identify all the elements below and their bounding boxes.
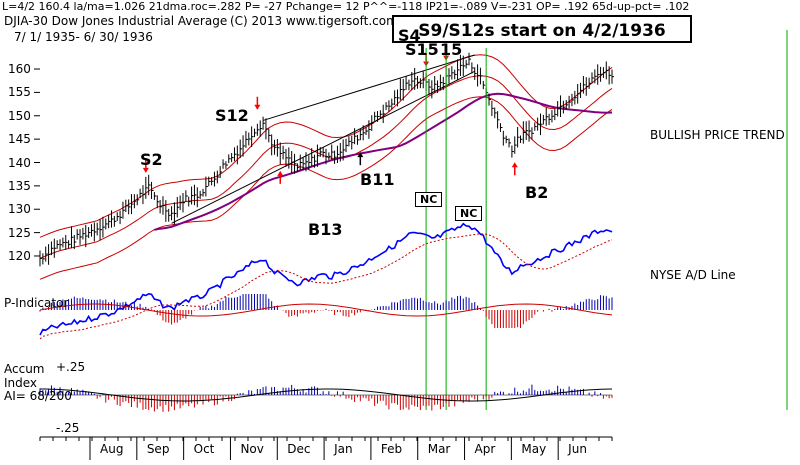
nyse-ad-line: [39, 222, 613, 336]
long-ma-line: [154, 92, 613, 231]
signal-label-s4: S4: [398, 26, 421, 45]
stats-line: L=4/2 160.4 la/ma=1.026 21dma.roc=.282 P…: [2, 0, 690, 13]
sell-arrowhead-S2: [142, 167, 149, 173]
month-label: Nov: [240, 442, 264, 456]
signal-label-s12: S12: [215, 106, 249, 125]
y-tick-label: 125: [8, 225, 31, 240]
month-label: Jan: [334, 442, 353, 456]
y-tick-label: 155: [8, 85, 31, 100]
month-label: May: [521, 442, 547, 456]
accum-label: Accum: [4, 362, 45, 376]
buy-arrowhead-B11: [357, 152, 364, 158]
month-label: Aug: [100, 442, 124, 456]
ticker-title: DJIA-30 Dow Jones Industrial Average: [4, 14, 228, 28]
y-tick-label: 120: [8, 248, 31, 263]
nyse-ad-label: NYSE A/D Line: [650, 268, 736, 282]
ai-label: AI= 68/200: [4, 389, 72, 403]
y-tick-label: 130: [8, 202, 31, 217]
month-label: Dec: [287, 442, 311, 456]
signal-label-b13: B13: [308, 220, 343, 239]
month-label: Sep: [146, 442, 170, 456]
buy-arrowhead-B2: [511, 162, 518, 168]
signal-label-s15b: 15: [440, 40, 463, 59]
month-label: Apr: [474, 442, 496, 456]
trend-channel-upper: [262, 54, 475, 121]
p-indicator-label: P-Indicator: [4, 296, 69, 310]
copyright-text: (C) 2013 www.tigersoft.com: [230, 14, 398, 28]
signal-label-s15a: S15: [405, 40, 439, 59]
upper-band-line: [39, 54, 613, 238]
signal-callout-box: S9/S12s start on 4/2/1936: [392, 15, 692, 43]
nc-label-1: NC: [415, 192, 443, 207]
sell-arrowhead-S12: [254, 104, 261, 110]
trend-channel-lower: [171, 70, 475, 224]
bullish-trend-label: BULLISH PRICE TREND: [650, 128, 785, 142]
month-label: Mar: [427, 442, 451, 456]
accum-plus-label: +.25: [56, 360, 86, 374]
ad-ma-line: [39, 233, 613, 340]
accum-ma: [40, 388, 613, 402]
accum-minus-label: -.25: [56, 421, 80, 435]
y-tick-label: 140: [8, 155, 31, 170]
y-tick-label: 145: [8, 132, 31, 147]
index-label: Index: [4, 376, 38, 390]
nc-label-2: NC: [455, 206, 483, 221]
p-indicator-ma: [39, 303, 613, 317]
buy-arrowhead-B13: [277, 170, 284, 176]
y-tick-label: 160: [8, 62, 31, 77]
month-label: Feb: [380, 442, 403, 456]
lower-band-line: [39, 96, 613, 280]
y-tick-label: 135: [8, 178, 31, 193]
y-tick-label: 150: [8, 108, 31, 123]
signal-label-b11: B11: [360, 170, 395, 189]
month-label: Jun: [568, 442, 587, 456]
date-range: 7/ 1/ 1935- 6/ 30/ 1936: [14, 30, 153, 44]
signal-label-s2: S2: [140, 150, 163, 169]
month-label: Oct: [193, 442, 215, 456]
signal-label-b2: B2: [525, 183, 549, 202]
